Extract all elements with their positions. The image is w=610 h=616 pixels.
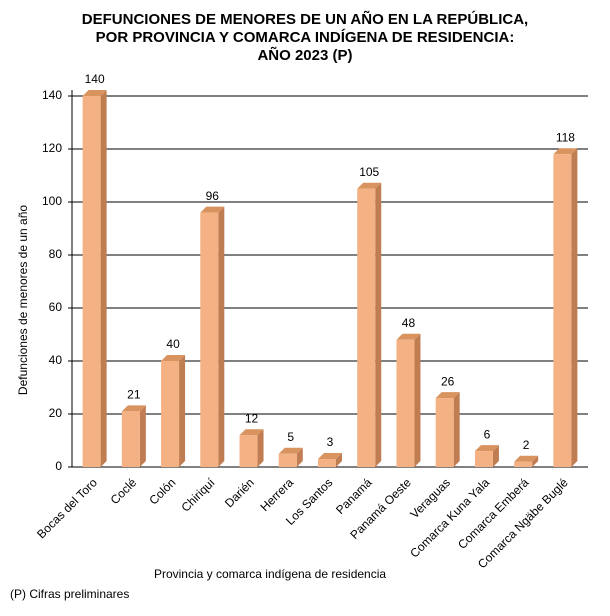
bar-side [532, 455, 539, 467]
bar-top [121, 405, 146, 412]
bar-side [257, 429, 264, 467]
chart-title: DEFUNCIONES DE MENORES DE UN AÑO EN LA R… [82, 10, 528, 28]
y-tick-label: 20 [49, 406, 63, 420]
x-tick-label: Bocas del Toro [34, 475, 100, 541]
bar-top [161, 355, 186, 361]
bar-side [492, 445, 499, 467]
x-tick-label: Darién [222, 475, 257, 510]
bar-side [336, 453, 342, 467]
bar-top [514, 455, 539, 462]
bar-side [139, 405, 146, 467]
bar-side [453, 392, 460, 467]
bar-top [396, 333, 421, 340]
bar [357, 188, 376, 467]
y-tick-label: 100 [42, 194, 62, 208]
data-label: 140 [85, 72, 105, 86]
bar [239, 435, 258, 467]
data-label: 118 [556, 130, 575, 144]
bar-side [414, 333, 421, 467]
x-tick-label: Chiriquí [179, 475, 219, 515]
bar-side [218, 206, 225, 467]
x-tick-label: Herrera [257, 475, 296, 514]
bar-side [375, 182, 382, 467]
y-tick-label: 60 [49, 300, 63, 314]
bar-side [179, 355, 186, 467]
bar-top [553, 148, 578, 155]
y-tick-label: 0 [55, 459, 62, 473]
data-label: 3 [327, 435, 334, 449]
bar [514, 461, 533, 467]
data-label: 21 [127, 388, 141, 402]
data-label: 12 [245, 411, 259, 425]
bar-top [82, 90, 107, 96]
bar-side [296, 447, 303, 467]
bar [474, 451, 493, 467]
footnote: (P) Cifras preliminares [10, 587, 129, 601]
bar [435, 398, 454, 467]
bar [553, 154, 572, 468]
data-label: 105 [359, 165, 379, 179]
y-tick-label: 120 [42, 141, 62, 155]
data-label: 96 [206, 189, 220, 203]
x-axis-label: Provincia y comarca indígena de residenc… [154, 567, 386, 581]
y-tick-label: 40 [49, 353, 63, 367]
data-label: 48 [402, 316, 416, 330]
bar [161, 361, 180, 467]
data-label: 6 [484, 427, 491, 441]
x-tick-label: Coclé [108, 475, 140, 507]
chart-title: POR PROVINCIA Y COMARCA INDÍGENA DE RESI… [96, 29, 515, 46]
bar-side [100, 90, 107, 467]
y-tick-label: 80 [49, 247, 63, 261]
bar-top [435, 392, 460, 399]
bar-top [200, 206, 225, 213]
y-axis-label: Defunciones de menores de un año [16, 205, 30, 395]
bar-top [357, 182, 382, 189]
x-tick-label: Colón [146, 475, 178, 507]
bar [278, 453, 297, 467]
bar [318, 459, 336, 467]
bar-top [474, 445, 499, 452]
bar-top [278, 447, 303, 454]
bar-top [318, 453, 342, 460]
bar-side [571, 148, 578, 468]
bar [121, 411, 140, 467]
data-label: 40 [166, 337, 180, 351]
x-tick-label: Comarca Emberá [455, 475, 532, 552]
data-label: 26 [441, 374, 455, 388]
data-label: 5 [287, 430, 294, 444]
y-tick-label: 140 [42, 88, 62, 102]
bar [396, 339, 415, 467]
bar-top [239, 429, 264, 436]
chart-title: AÑO 2023 (P) [257, 46, 352, 64]
bar [200, 212, 219, 467]
bar [82, 96, 101, 467]
data-label: 2 [523, 438, 530, 452]
